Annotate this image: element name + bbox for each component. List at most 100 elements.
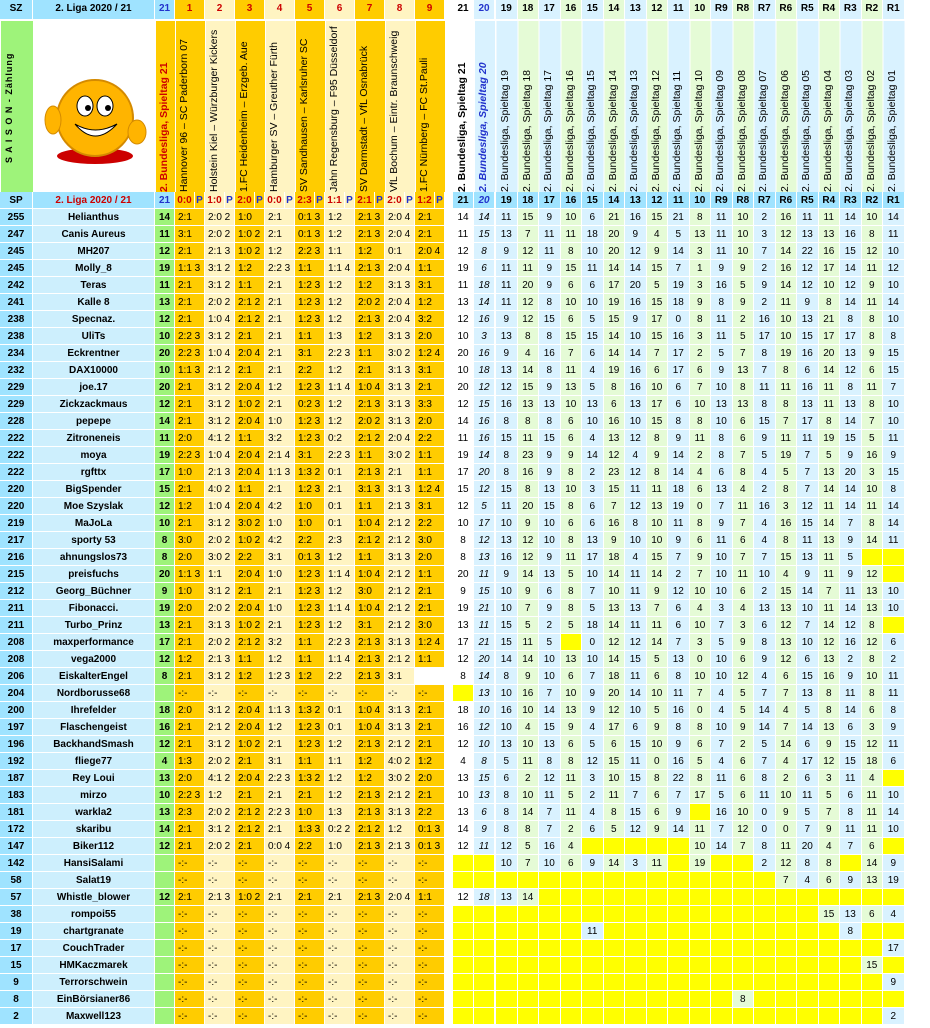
summary-21: 21 xyxy=(453,192,474,209)
history-rank: 10 xyxy=(496,719,518,736)
tip-cell: -:- xyxy=(355,855,385,872)
history-rank: 13 xyxy=(840,906,862,923)
spacer xyxy=(445,838,453,855)
history-rank: 16 xyxy=(840,226,862,243)
spacer xyxy=(445,668,453,685)
tip-cell: 3:1 xyxy=(265,549,295,566)
history-rank xyxy=(689,991,711,1008)
history-rank: 15 xyxy=(775,549,797,566)
tip-cell: 1:1 xyxy=(325,753,355,770)
history-rank xyxy=(797,906,819,923)
spacer xyxy=(445,855,453,872)
tip-cell: 3:2 xyxy=(265,634,295,651)
history-rank: 7 xyxy=(732,447,754,464)
history-rank: 11 xyxy=(818,396,840,413)
history-rank xyxy=(560,906,582,923)
tip-cell: 2:1 xyxy=(175,668,205,685)
history-rank: 15 xyxy=(818,906,840,923)
tip-cell: 1:2 3 xyxy=(295,736,325,753)
matchday-points: 8 xyxy=(155,532,175,549)
history-rank: 15 xyxy=(496,430,518,447)
spacer xyxy=(445,651,453,668)
history-header: R7 xyxy=(754,192,776,209)
season-total: 192 xyxy=(0,753,33,770)
season-total: 217 xyxy=(0,532,33,549)
history-rank: 10 xyxy=(775,311,797,328)
history-rank: 13 xyxy=(775,600,797,617)
history-rank: 9 xyxy=(711,362,733,379)
history-rank: 6 xyxy=(732,413,754,430)
history-rank: 9 xyxy=(539,379,561,396)
history-rank xyxy=(732,974,754,991)
history-rank: 2 xyxy=(732,311,754,328)
tip-cell: 1:2 3 xyxy=(295,583,325,600)
rank-20 xyxy=(474,974,495,991)
tip-cell: 3:1 3 xyxy=(205,617,235,634)
tip-cell: 1:2 xyxy=(325,294,355,311)
history-rank: 4 xyxy=(625,549,647,566)
history-rank: 11 xyxy=(625,566,647,583)
history-rank: 11 xyxy=(883,685,905,702)
rank-21 xyxy=(453,906,474,923)
history-rank: 16 xyxy=(775,209,797,226)
player-name: sporty 53 xyxy=(33,532,155,549)
season-total: 222 xyxy=(0,464,33,481)
tip-cell: 3:0 2 xyxy=(205,549,235,566)
history-rank: 20 xyxy=(603,243,625,260)
history-rank: 12 xyxy=(775,617,797,634)
history-rank: 14 xyxy=(646,634,668,651)
history-rank: 13 xyxy=(797,549,819,566)
history-rank: 7 xyxy=(818,583,840,600)
rank-20: 15 xyxy=(474,226,495,243)
history-rank: 14 xyxy=(625,260,647,277)
tip-cell: 2:1 xyxy=(325,889,355,906)
tip-cell: -:- xyxy=(265,685,295,702)
history-rank xyxy=(861,923,883,940)
history-rank: 9 xyxy=(818,736,840,753)
history-rank: 2 xyxy=(840,651,862,668)
match-number: 5 xyxy=(295,0,325,20)
history-rank: 8 xyxy=(560,464,582,481)
history-rank: 13 xyxy=(668,651,690,668)
history-rank: 5 xyxy=(732,702,754,719)
history-rank: 7 xyxy=(668,260,690,277)
tip-cell: 1:1 4 xyxy=(325,379,355,396)
history-rank xyxy=(560,1008,582,1025)
history-rank xyxy=(603,838,625,855)
matchday-number: 21 xyxy=(155,0,175,20)
history-rank: 13 xyxy=(539,396,561,413)
match-result: 0:0 xyxy=(175,192,195,209)
history-rank: 14 xyxy=(840,209,862,226)
match-result: 1:0 xyxy=(205,192,225,209)
matchday-points: 11 xyxy=(155,430,175,447)
season-total: 238 xyxy=(0,311,33,328)
history-rank: 11 xyxy=(840,770,862,787)
tip-cell: 2:2 3 xyxy=(175,787,205,804)
history-rank: 8 xyxy=(517,413,539,430)
rank-21: 8 xyxy=(453,549,474,566)
history-rank: 7 xyxy=(711,498,733,515)
history-rank xyxy=(646,872,668,889)
history-rank xyxy=(754,991,776,1008)
history-rank xyxy=(840,957,862,974)
history-rank: 12 xyxy=(883,260,905,277)
tip-cell: 1:1 xyxy=(235,277,265,294)
tip-cell: 3:0 2 xyxy=(385,345,415,362)
player-name: Helianthus xyxy=(33,209,155,226)
tip-cell: 2:2 3 xyxy=(175,345,205,362)
history-rank xyxy=(582,1008,604,1025)
tip-cell: -:- xyxy=(385,923,415,940)
history-rank: 14 xyxy=(625,685,647,702)
history-rank: 11 xyxy=(840,821,862,838)
history-rank: 12 xyxy=(582,753,604,770)
tip-cell: 2:1 3 xyxy=(355,226,385,243)
history-rank: 20 xyxy=(818,345,840,362)
history-rank: 13 xyxy=(840,396,862,413)
history-rank xyxy=(668,838,690,855)
history-rank: 11 xyxy=(517,753,539,770)
history-rank: 10 xyxy=(689,617,711,634)
player-name: joe.17 xyxy=(33,379,155,396)
history-rank: 15 xyxy=(582,328,604,345)
tip-cell: 4:2 xyxy=(265,532,295,549)
tip-cell: -:- xyxy=(355,957,385,974)
